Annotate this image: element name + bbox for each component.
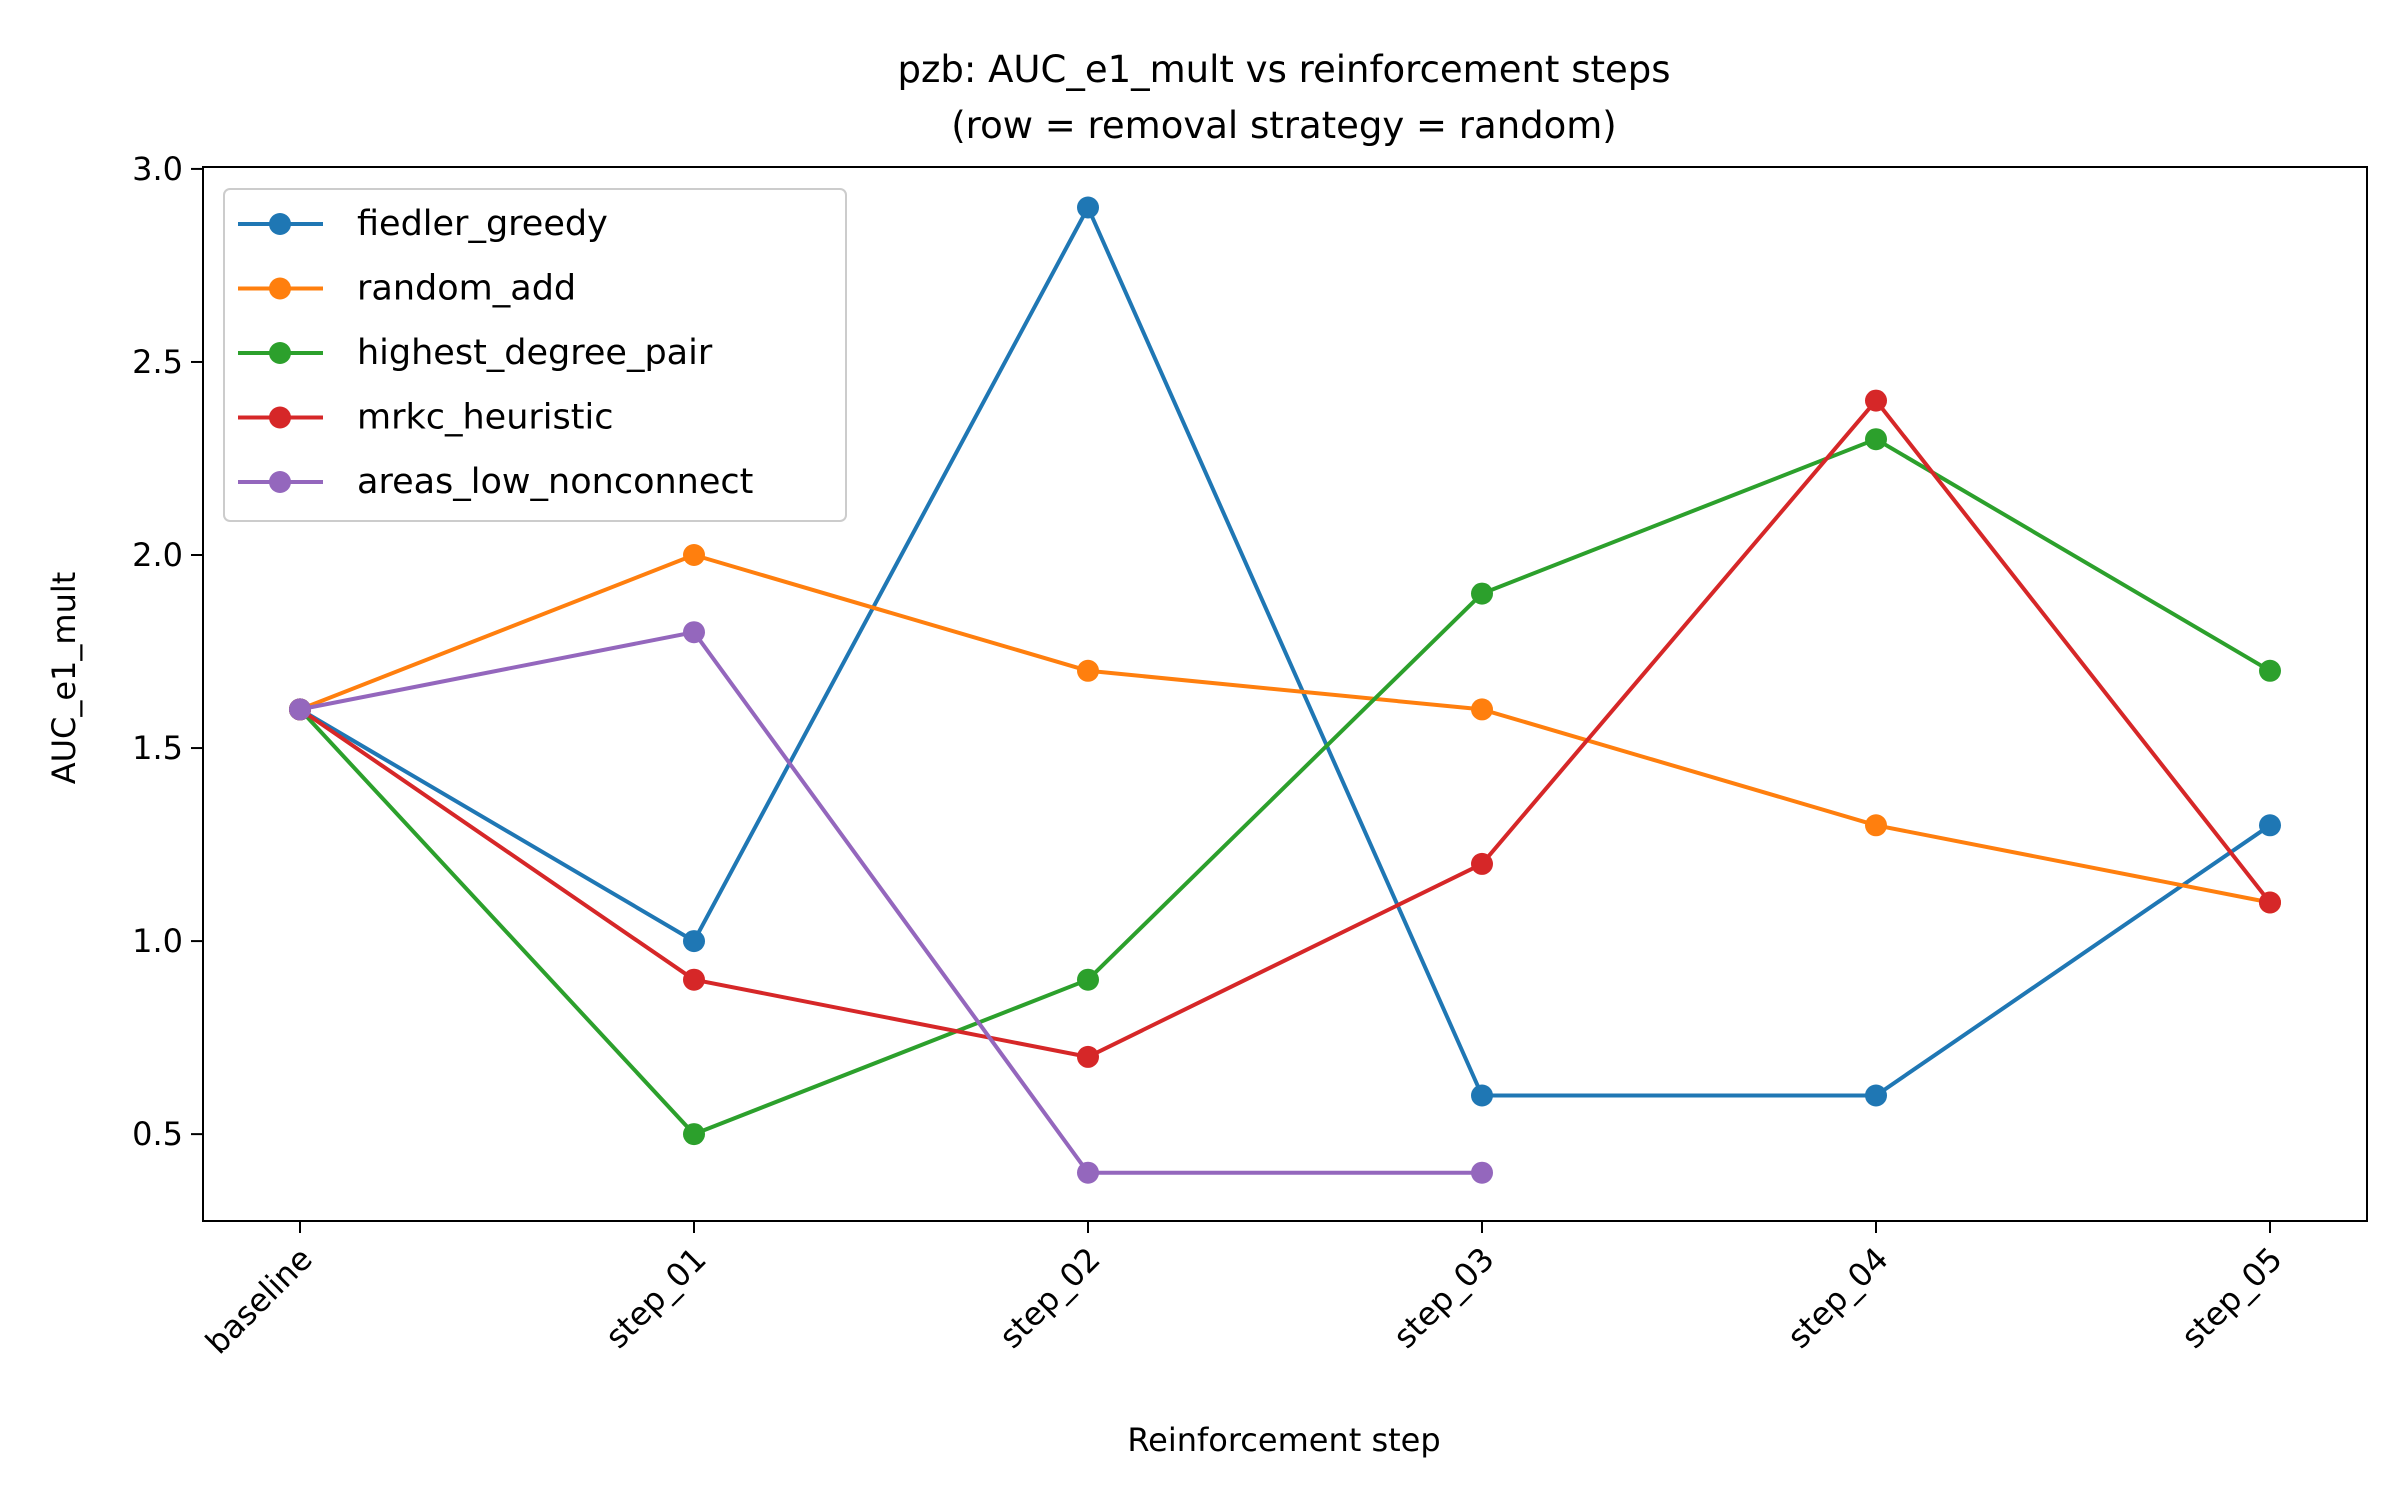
data-point-random_add-step_02 [1077,659,1099,682]
data-point-areas_low_nonconnect-baseline [289,698,311,721]
data-point-areas_low_nonconnect-step_01 [683,621,705,644]
chart-title: pzb: AUC_e1_mult vs reinforcement steps [897,48,1670,91]
x-tick-label: step_04 [1780,1240,1896,1356]
y-axis-label: AUC_e1_mult [45,572,83,785]
y-tick-label: 3.0 [132,150,183,188]
legend-marker [269,213,291,235]
y-tick-label: 1.0 [132,922,183,960]
data-point-mrkc_heuristic-step_05 [2259,891,2281,914]
legend-label: areas_low_nonconnect [357,462,753,502]
y-tick-label: 2.0 [132,536,183,574]
data-point-mrkc_heuristic-step_04 [1865,389,1887,412]
chart-subtitle: (row = removal strategy = random) [951,104,1617,147]
data-point-fiedler_greedy-step_05 [2259,814,2281,837]
legend-label: fiedler_greedy [357,204,608,244]
data-point-mrkc_heuristic-step_02 [1077,1045,1099,1068]
data-point-random_add-step_04 [1865,814,1887,837]
data-point-fiedler_greedy-step_03 [1471,1084,1493,1107]
legend-label: random_add [357,269,576,309]
series-line-fiedler_greedy [298,205,2272,1098]
x-tick-label: step_05 [2174,1240,2290,1356]
legend-marker [269,406,291,429]
data-point-highest_degree_pair-step_02 [1077,968,1099,991]
x-tick-label: baseline [198,1240,320,1362]
legend-item-fiedler_greedy: fiedler_greedy [238,204,608,244]
x-tick-label: step_01 [598,1240,714,1356]
legend-box [223,188,847,522]
data-point-fiedler_greedy-step_01 [683,930,705,953]
series-random_add [289,544,2281,914]
legend-marker [269,471,291,493]
series-areas_low_nonconnect [289,621,1493,1184]
data-point-random_add-step_01 [683,544,705,566]
data-point-highest_degree_pair-step_01 [683,1123,705,1146]
data-point-highest_degree_pair-step_03 [1471,582,1493,605]
legend-item-random_add: random_add [238,269,576,309]
data-point-mrkc_heuristic-step_03 [1471,852,1493,875]
x-axis-label: Reinforcement step [1127,1421,1440,1459]
x-tick-label: step_02 [992,1240,1108,1356]
data-point-areas_low_nonconnect-step_03 [1471,1161,1493,1184]
plot-frame [202,166,2368,1222]
data-point-fiedler_greedy-step_04 [1865,1084,1887,1107]
legend-item-highest_degree_pair: highest_degree_pair [238,333,713,373]
data-point-random_add-step_03 [1471,698,1493,721]
series-line-mrkc_heuristic [298,398,2272,1059]
data-point-highest_degree_pair-step_04 [1865,428,1887,451]
legend-item-mrkc_heuristic: mrkc_heuristic [238,398,613,438]
legend-label: highest_degree_pair [357,333,713,373]
legend-label: mrkc_heuristic [357,398,613,438]
series-line-highest_degree_pair [298,437,2272,1137]
legend: fiedler_greedy random_add highest_degree_p… [223,188,847,522]
legend-item-areas_low_nonconnect: areas_low_nonconnect [238,462,753,502]
data-point-mrkc_heuristic-step_01 [683,968,705,991]
data-point-highest_degree_pair-step_05 [2259,659,2281,682]
series-mrkc_heuristic [289,389,2281,1068]
series-line-random_add [299,553,2271,905]
y-tick-label: 1.5 [132,729,183,767]
x-tick-label: step_03 [1386,1240,1502,1356]
plot-area: baseline step_01 step_02 step_03 step_04 step… [132,150,2368,1362]
data-point-areas_low_nonconnect-step_02 [1077,1161,1099,1184]
y-tick-label: 0.5 [132,1115,183,1153]
series-line-areas_low_nonconnect [299,630,1482,1175]
data-point-fiedler_greedy-step_02 [1077,196,1099,219]
legend-marker [269,342,291,364]
legend-marker [269,277,291,300]
y-tick-label: 2.5 [132,343,183,381]
